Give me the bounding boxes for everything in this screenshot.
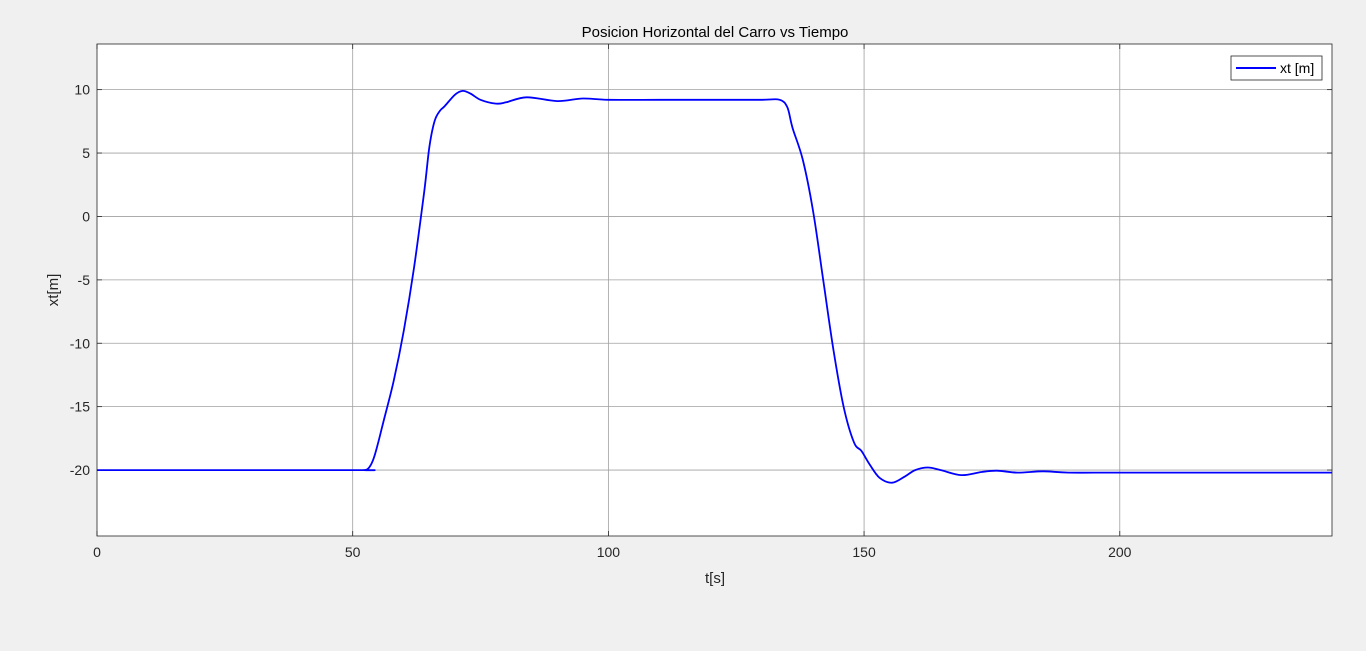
series-line-xt[interactable] bbox=[97, 89, 1332, 484]
plot-area[interactable] bbox=[97, 44, 1332, 536]
y-tick-label: -15 bbox=[70, 399, 90, 415]
x-tick-label: 100 bbox=[597, 544, 621, 560]
y-tick-labels: 10 5 0 -5 -10 -15 -20 bbox=[70, 82, 90, 478]
axes-box bbox=[96, 43, 1333, 537]
legend[interactable]: xt [m] bbox=[1230, 55, 1323, 81]
y-tick-label: -20 bbox=[70, 462, 90, 478]
y-tick-label: 10 bbox=[74, 82, 90, 98]
x-axis-label: t[s] bbox=[705, 570, 725, 587]
series-group bbox=[97, 89, 1332, 484]
y-tick-label: 0 bbox=[82, 208, 90, 224]
x-tick-labels: 0 50 100 150 200 bbox=[93, 544, 1132, 560]
y-tick-label: -5 bbox=[78, 272, 91, 288]
y-tick-label: -10 bbox=[70, 335, 90, 351]
x-tick-label: 0 bbox=[93, 544, 101, 560]
x-tick-label: 200 bbox=[1108, 544, 1132, 560]
y-tick-label: 5 bbox=[82, 145, 90, 161]
tick-marks bbox=[96, 44, 1332, 536]
x-tick-label: 150 bbox=[852, 544, 876, 560]
y-axis-label: xt[m] bbox=[45, 274, 62, 307]
legend-entry-label: xt [m] bbox=[1280, 60, 1314, 76]
x-tick-label: 50 bbox=[345, 544, 361, 560]
chart-title: Posicion Horizontal del Carro vs Tiempo bbox=[582, 24, 849, 41]
